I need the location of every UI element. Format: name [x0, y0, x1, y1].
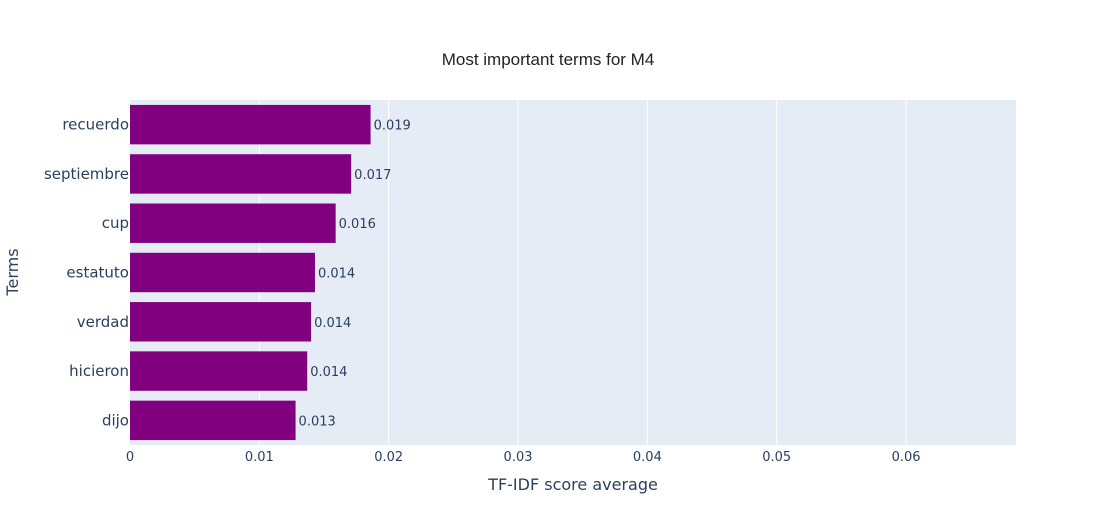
chart-title: Most important terms for M4 — [442, 50, 655, 69]
y-tick-label: estatuto — [66, 264, 129, 282]
x-tick-label: 0.01 — [245, 450, 274, 465]
data-label: 0.019 — [374, 119, 411, 134]
x-tick-label: 0.03 — [504, 450, 533, 465]
y-axis-title: Terms — [3, 248, 22, 296]
x-tick-label: 0.04 — [633, 450, 662, 465]
bar — [130, 351, 308, 391]
data-label: 0.013 — [299, 414, 336, 429]
x-tick-label: 0.02 — [374, 450, 403, 465]
data-label: 0.017 — [354, 168, 391, 183]
data-labels: 0.019 0.017 0.016 0.014 0.014 0.014 0.013 — [299, 119, 411, 430]
x-tick-label: 0.06 — [892, 450, 921, 465]
bar — [130, 302, 312, 342]
bars — [130, 104, 371, 441]
x-tick-labels: 0 0.01 0.02 0.03 0.04 0.05 0.06 — [126, 450, 921, 465]
data-label: 0.016 — [339, 217, 376, 232]
y-tick-labels: recuerdo septiembre cup estatuto verdad hicie… — [44, 116, 129, 430]
x-tick-label: 0 — [126, 450, 134, 465]
y-tick-label: recuerdo — [62, 116, 129, 134]
x-axis-title: TF-IDF score average — [487, 475, 658, 494]
y-tick-label: cup — [102, 214, 129, 232]
bar — [130, 104, 371, 145]
bar — [130, 154, 352, 194]
bar — [130, 203, 336, 243]
data-label: 0.014 — [310, 365, 347, 380]
y-tick-label: verdad — [77, 313, 129, 331]
data-label: 0.014 — [314, 316, 351, 331]
y-tick-label: hicieron — [69, 362, 129, 380]
y-tick-label: septiembre — [44, 165, 129, 183]
y-tick-label: dijo — [102, 411, 129, 429]
bar — [130, 400, 296, 441]
bar — [130, 252, 315, 293]
data-label: 0.014 — [318, 267, 355, 282]
x-tick-label: 0.05 — [762, 450, 791, 465]
